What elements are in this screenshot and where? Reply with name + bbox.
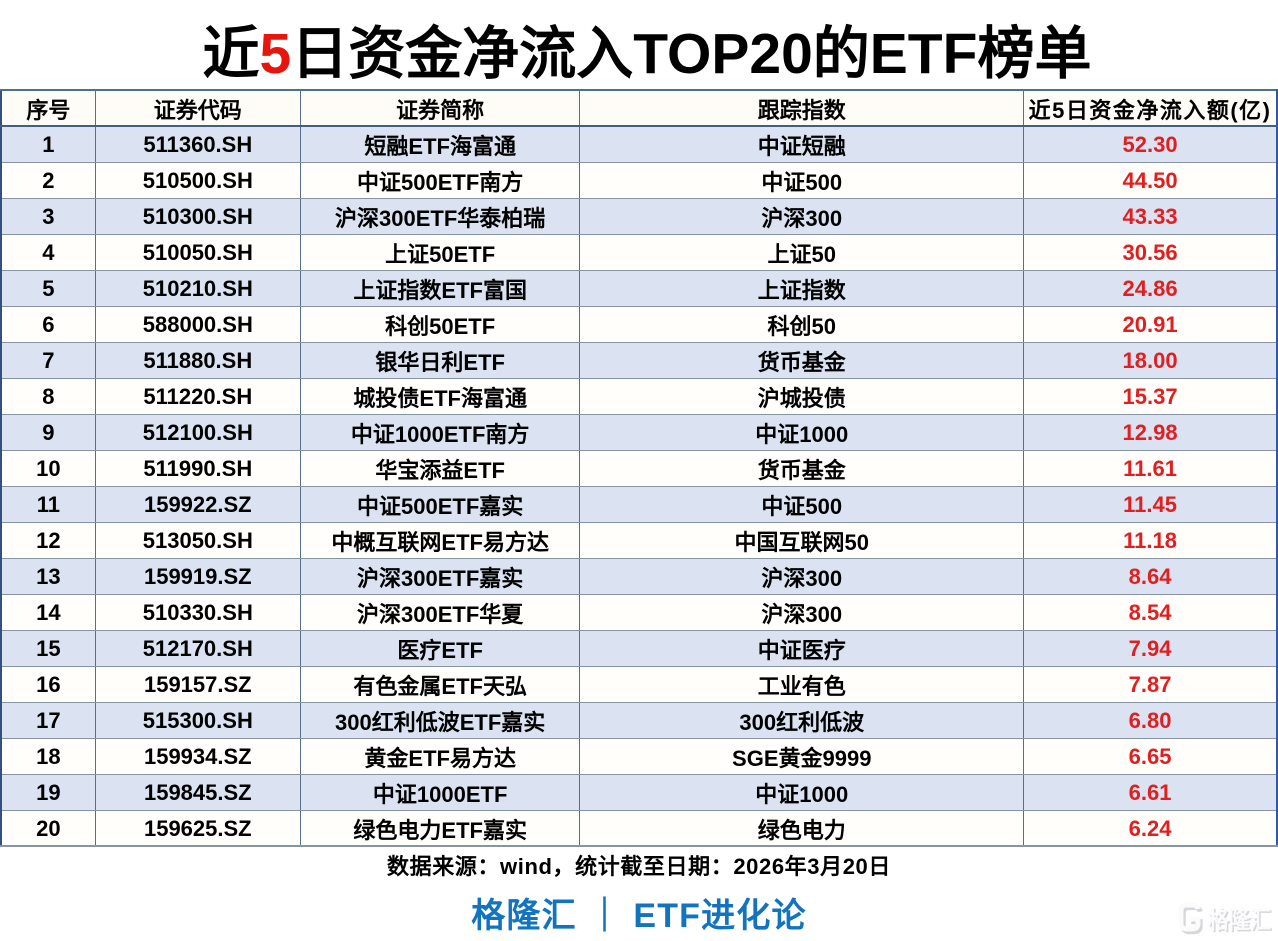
svg-text:格隆汇: 格隆汇: [1208, 906, 1271, 934]
svg-text:格隆汇: 格隆汇: [1210, 907, 1273, 935]
